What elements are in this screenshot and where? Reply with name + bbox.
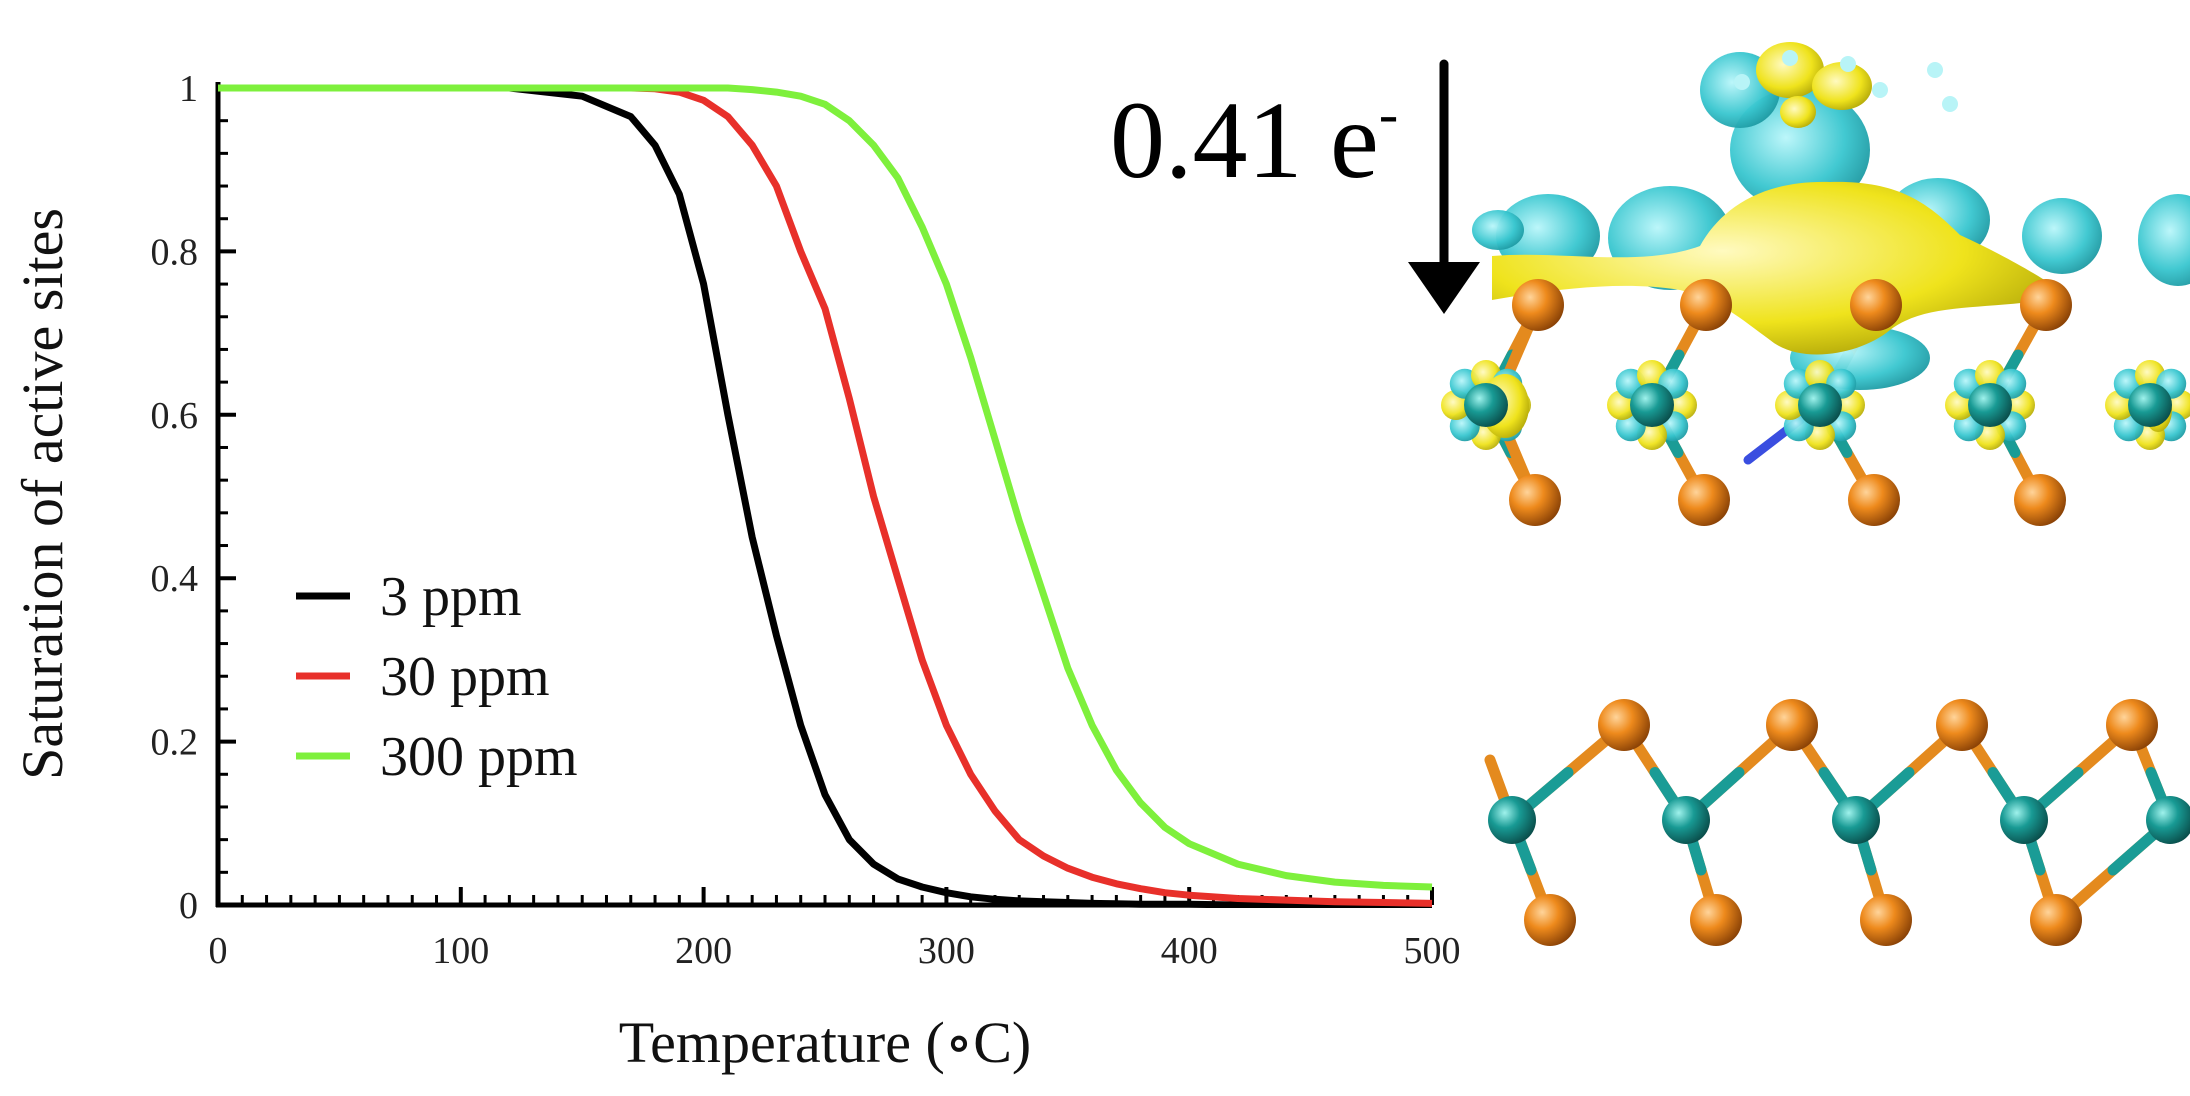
chalcogen-atom [1524,894,1576,946]
legend-label: 300 ppm [380,726,578,788]
chalcogen-atom [2020,279,2072,331]
y-ticks [218,86,236,907]
x-tick-label: 100 [432,930,489,972]
hydrogen-atom [1927,62,1943,78]
chalcogen-atom [1848,474,1900,526]
chalcogen-atom [1680,279,1732,331]
x-axis-title: Temperature (∘C) [619,1010,1031,1075]
x-tick-label: 200 [675,930,732,972]
y-tick-label: 1 [179,68,198,110]
y-tick-label: 0.8 [151,231,199,273]
metal-atom [2146,796,2190,844]
bottom-bonds [1484,719,2176,926]
chalcogen-atom [1509,474,1561,526]
metal-atom [1968,383,2012,427]
series-line-3-ppm [218,84,1432,908]
hydrogen-atom [1872,82,1888,98]
cyan-lobe [2138,194,2190,286]
chalcogen-atom [2030,894,2082,946]
y-tick-labels: 0 0.2 0.4 0.6 0.8 1 [151,68,199,927]
y-tick-label: 0.2 [151,722,199,764]
adsorbed-structure-panel [1441,42,2190,526]
x-tick-labels: 0 100 200 300 400 500 [209,930,1461,972]
charge-sign: - [1379,81,1398,146]
y-axis-title: Saturation of active sites [10,208,75,780]
chalcogen-atom [1678,474,1730,526]
chalcogen-atom [2014,474,2066,526]
hydrogen-atom [1942,96,1958,112]
saturation-chart: 0 0.2 0.4 0.6 0.8 1 0 100 200 300 400 500 Temperat… [10,68,1461,1075]
down-arrow-icon [1408,262,1480,314]
yellow-lobe [1780,96,1816,128]
series-line-300-ppm [218,84,1433,891]
chalcogen-atom [1766,699,1818,751]
metal-atom [1464,383,1508,427]
x-tick-label: 300 [918,930,975,972]
x-tick-label: 0 [209,930,228,972]
metal-atom [1832,796,1880,844]
hydrogen-atom [1782,50,1798,66]
x-tick-label: 400 [1161,930,1218,972]
charge-transfer-annotation: 0.41 e- [1110,59,1480,314]
metal-atom [2000,796,2048,844]
y-tick-label: 0 [179,885,198,927]
chalcogen-atom [1936,699,1988,751]
cyan-lobe [1472,210,1524,250]
metal-atom [2128,383,2172,427]
metal-atom [1662,796,1710,844]
legend-label: 3 ppm [380,566,522,628]
bottom-atoms [1488,699,2190,946]
bare-structure-panel [1484,699,2190,946]
top-atoms [1464,50,2172,526]
yellow-lobe [1756,42,1824,98]
chalcogen-atom [1690,894,1742,946]
yellow-lobe [1812,62,1872,110]
chalcogen-atom [2106,699,2158,751]
chalcogen-atom [1598,699,1650,751]
legend-label: 30 ppm [380,646,550,708]
chart-series [218,84,1433,908]
y-tick-label: 0.6 [151,395,199,437]
metal-atom [1488,796,1536,844]
chalcogen-atom [1512,279,1564,331]
charge-transfer-label: 0.41 e- [1110,79,1398,201]
chalcogen-atom [1850,279,1902,331]
chart-legend: 3 ppm 30 ppm 300 ppm [296,566,578,788]
metal-atom [1798,383,1842,427]
yellow-charge-cloud [1492,181,2068,355]
hydrogen-atom [1734,74,1750,90]
cyan-lobe [2022,198,2102,274]
x-tick-label: 500 [1404,930,1461,972]
metal-atom [1630,383,1674,427]
chalcogen-atom [1860,894,1912,946]
y-tick-label: 0.4 [151,558,199,600]
hydrogen-atom [1840,56,1856,72]
charge-transfer-value: 0.41 e [1110,79,1379,201]
